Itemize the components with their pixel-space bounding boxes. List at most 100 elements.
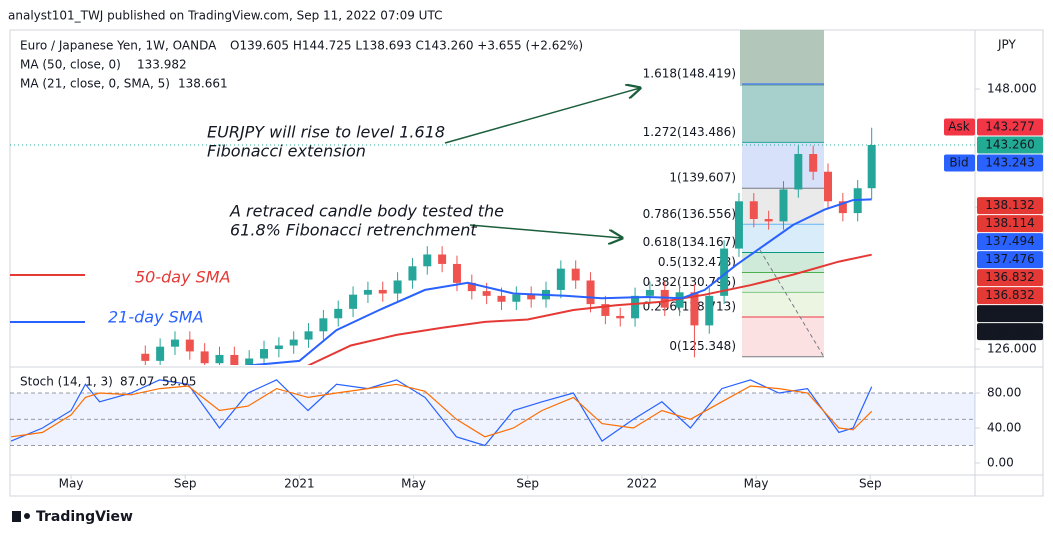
candle-body [749, 201, 758, 220]
stoch-legend: Stoch (14, 1, 3) [20, 375, 113, 389]
ma-legend: MA (50, close, 0) [20, 58, 121, 72]
y-tick-label: 148.000 [987, 81, 1037, 95]
price-tag [977, 136, 1043, 154]
candle-body [809, 153, 818, 172]
fib-label: 0.382(130.795) [643, 275, 736, 289]
candle-body [601, 304, 610, 316]
fib-label: 0(125.348) [669, 339, 736, 353]
fib-zone [742, 272, 824, 293]
price-tag [977, 251, 1043, 269]
price-tag [977, 215, 1043, 233]
price-tag [977, 287, 1043, 305]
x-tick-label: 2021 [284, 477, 315, 491]
fib-label: 0.5(132.478) [658, 255, 736, 269]
annotation: A retraced candle body tested the [229, 202, 504, 221]
sma-label: 21-day SMA [108, 308, 204, 327]
price-tag-label: 143.277 [985, 120, 1035, 134]
candle-body [215, 354, 224, 364]
fib-zone [742, 292, 824, 317]
candle-body [423, 254, 432, 267]
stoch-d-value: 59.05 [162, 375, 196, 389]
fib-label: 0.786(136.556) [643, 207, 736, 221]
candle-body [824, 171, 833, 202]
candle-body [230, 354, 239, 365]
candle-body [497, 295, 506, 302]
x-tick-label: Sep [859, 477, 882, 491]
price-tag-label: 138.114 [985, 216, 1035, 230]
price-tag-label: 136.339 [985, 324, 1035, 338]
fib-label: 0.618(134.167) [643, 235, 736, 249]
quote-side-box [944, 118, 975, 136]
candle-body [675, 292, 684, 308]
price-tag [977, 118, 1043, 136]
price-tag-label: 136.832 [985, 270, 1035, 284]
candle-body [527, 294, 536, 300]
sma-label: 50-day SMA [135, 268, 231, 287]
x-tick-label: 2022 [627, 477, 658, 491]
price-tag [977, 197, 1043, 215]
stoch-k-value: 87.07 [120, 375, 154, 389]
candle-body [141, 353, 150, 361]
price-tag-label: 136.832 [985, 288, 1035, 302]
fib-zone [742, 316, 824, 357]
candle-body [378, 289, 387, 294]
x-tick-label: May [59, 477, 84, 491]
quote-side-label: Bid [949, 156, 968, 170]
candle-body [690, 292, 699, 326]
position-target-zone [740, 30, 824, 86]
candle-body [289, 339, 298, 346]
ma-legend-value: 138.661 [178, 77, 228, 91]
candle-body [556, 268, 565, 290]
price-tag [977, 269, 1043, 287]
candle-body [349, 294, 358, 309]
price-tag-label: 138.132 [985, 198, 1035, 212]
stoch-tick-label: 80.00 [987, 386, 1021, 400]
arrow [444, 88, 640, 144]
price-tag-label: 143.243 [985, 156, 1035, 170]
ma-legend-value: 133.982 [137, 58, 187, 72]
annotation: 61.8% Fibonacci retrenchment [230, 221, 477, 240]
candle-body [571, 268, 580, 281]
candle-body [867, 145, 876, 189]
ma-legend: MA (21, close, 0, SMA, 5) [20, 77, 170, 91]
candle-body [645, 289, 654, 296]
candle-body [452, 263, 461, 283]
candle-body [156, 346, 165, 361]
candle-body [764, 219, 773, 222]
candle-body [660, 289, 669, 308]
quote-side-label: Ask [948, 120, 969, 134]
candle-body [616, 315, 625, 319]
candle-body [170, 339, 179, 347]
candle-body [734, 201, 743, 249]
stoch-tick-label: 40.00 [987, 421, 1021, 435]
stoch-line [10, 379, 873, 447]
candle-body [705, 295, 714, 326]
price-tag [977, 323, 1043, 341]
x-tick-label: Sep [516, 477, 539, 491]
moving-average [307, 253, 872, 365]
candle-body [245, 358, 254, 365]
candle-body [779, 189, 788, 222]
price-tag [977, 154, 1043, 172]
fib-label: 1.272(143.486) [643, 125, 736, 139]
candle-body [260, 349, 269, 359]
x-tick-label: May [744, 477, 769, 491]
ohlc-values: O139.605 H144.725 L138.693 C143.260 +3.6… [230, 39, 583, 53]
footer-brand: TradingView [36, 509, 133, 525]
candle-body [467, 282, 476, 292]
annotation: Fibonacci extension [207, 142, 366, 161]
stoch-tick-label: 0.00 [987, 456, 1014, 470]
candle-body [586, 280, 595, 305]
x-tick-label: May [401, 477, 426, 491]
arrow [469, 224, 622, 238]
price-tag [977, 233, 1043, 251]
candle-body [393, 280, 402, 294]
candle-body [334, 308, 343, 319]
fib-label: 1.618(148.419) [643, 67, 736, 81]
x-tick-label: Sep [174, 477, 197, 491]
candle-body [482, 291, 491, 296]
candle-body [363, 289, 372, 295]
quote-side-box [944, 154, 975, 172]
candle-body [794, 153, 803, 190]
price-tag [977, 305, 1043, 323]
